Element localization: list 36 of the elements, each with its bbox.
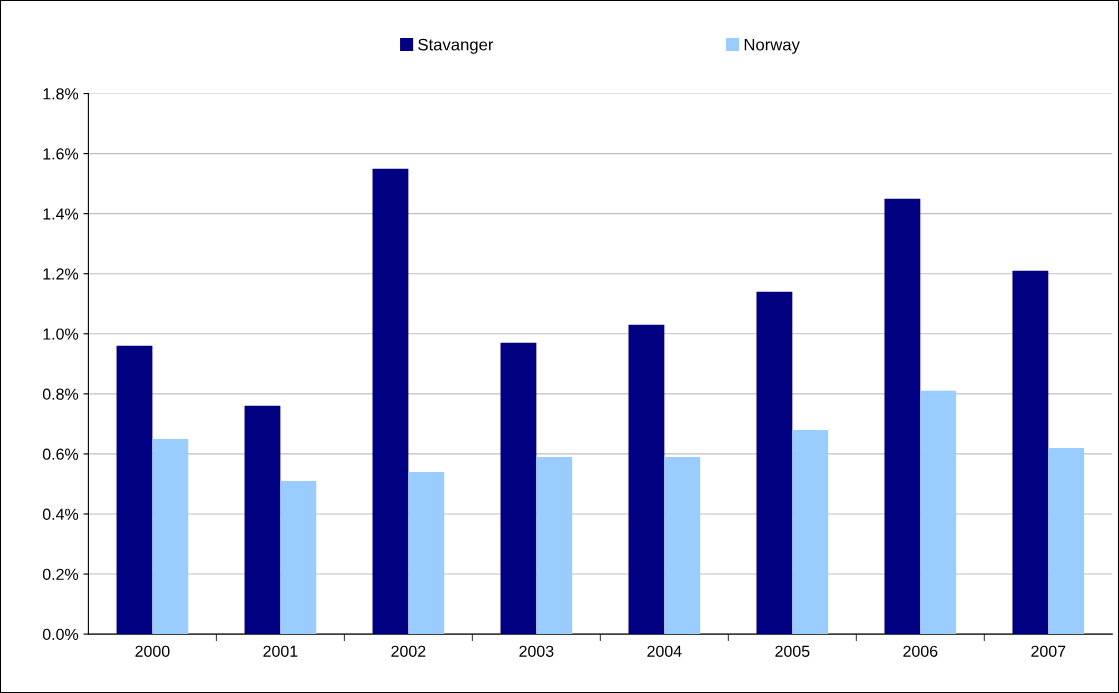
y-tick-label: 0.8% <box>42 388 79 400</box>
bar <box>664 456 701 635</box>
x-tick-label: 2004 <box>647 645 682 657</box>
legend-label: Norway <box>744 38 800 54</box>
bar <box>1012 270 1049 635</box>
bar <box>152 438 189 635</box>
bar <box>500 342 537 635</box>
x-tick-label: 2002 <box>391 645 426 657</box>
bar <box>408 471 445 635</box>
bar <box>1048 447 1085 635</box>
bar <box>244 405 281 635</box>
y-tick-label: 0.0% <box>42 628 79 641</box>
x-tick-label: 2001 <box>263 645 298 657</box>
x-tick-label: 2006 <box>903 645 938 657</box>
bar <box>116 345 153 635</box>
y-tick-label: 1.0% <box>43 328 79 340</box>
legend-label: Stavanger <box>418 38 494 54</box>
y-tick-label: 0.4% <box>42 508 79 520</box>
y-tick-label: 1.6% <box>43 148 79 160</box>
x-tick-label: 2000 <box>135 645 170 657</box>
bar <box>884 198 921 635</box>
y-tick-label: 1.8% <box>43 88 79 100</box>
y-tick-label: 1.2% <box>43 268 79 280</box>
y-tick-label: 0.2% <box>42 568 79 580</box>
bar <box>280 480 317 635</box>
bar <box>536 456 573 635</box>
x-tick-label: 2005 <box>775 645 810 657</box>
bar <box>920 390 957 635</box>
bar <box>628 324 665 635</box>
bar <box>756 291 793 635</box>
bar <box>372 168 409 635</box>
y-tick-label: 1.4% <box>43 208 79 220</box>
y-tick-label: 0.6% <box>42 448 79 460</box>
x-tick-label: 2003 <box>519 645 554 657</box>
x-tick-label: 2007 <box>1031 645 1066 657</box>
bar <box>792 429 829 635</box>
